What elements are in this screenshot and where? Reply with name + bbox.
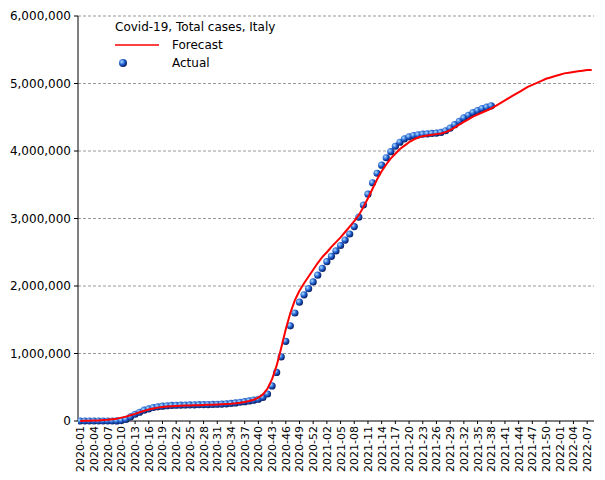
x-tick-label: 2020-40 — [252, 426, 265, 472]
x-tick-label: 2021-26 — [430, 426, 443, 472]
x-tick-label: 2020-28 — [198, 426, 211, 472]
x-tick-label: 2020-01 — [74, 426, 87, 472]
x-tick-label: 2022-07 — [581, 426, 594, 472]
x-tick-label: 2020-19 — [156, 426, 169, 472]
grid-line — [78, 151, 594, 152]
y-tick-label: 1,000,000 — [10, 347, 71, 361]
grid-line — [78, 353, 594, 354]
x-tick-label: 2021-50 — [540, 426, 553, 472]
x-tick-label: 2021-35 — [472, 426, 485, 472]
actual-point — [300, 291, 307, 298]
x-tick-label: 2021-08 — [348, 426, 361, 472]
x-tick-label: 2021-02 — [321, 426, 334, 472]
x-tick-label: 2020-52 — [307, 426, 320, 472]
actual-point — [346, 230, 353, 237]
legend-marker — [119, 59, 127, 67]
grid-line — [78, 83, 594, 84]
grid-line — [78, 218, 594, 219]
actual-point — [296, 299, 303, 306]
x-tick-label: 2021-05 — [335, 426, 348, 472]
actual-point — [310, 278, 317, 285]
x-tick-label: 2020-46 — [280, 426, 293, 472]
x-tick-label: 2021-14 — [376, 426, 389, 472]
actual-point — [305, 285, 312, 292]
x-tick-label: 2021-20 — [403, 426, 416, 472]
grid-line — [78, 16, 594, 17]
grid-line — [78, 286, 594, 287]
y-tick — [74, 83, 78, 84]
x-tick-label: 2020-10 — [115, 426, 128, 472]
y-tick-label: 5,000,000 — [10, 77, 71, 91]
chart: 0 1,000,000 2,000,000 3,000,000 4,000,000 5,0… — [0, 0, 605, 480]
y-tick-label: 0 — [63, 414, 71, 428]
x-tick-label: 2020-31 — [211, 426, 224, 472]
y-tick — [74, 421, 78, 422]
x-tick-label: 2020-07 — [102, 426, 115, 472]
x-tick-label: 2020-25 — [184, 426, 197, 472]
x-tick-label: 2022-04 — [567, 426, 580, 472]
x-tick-label: 2021-17 — [389, 426, 402, 472]
actual-point — [291, 309, 298, 316]
x-tick-label: 2021-29 — [444, 426, 457, 472]
actual-point — [314, 272, 321, 279]
x-tick-label: 2020-04 — [88, 426, 101, 472]
forecast-line — [80, 70, 591, 421]
y-tick — [74, 218, 78, 219]
actual-point — [319, 265, 326, 272]
legend-label: Forecast — [172, 38, 223, 52]
y-tick — [74, 151, 78, 152]
y-tick-label: 6,000,000 — [10, 9, 71, 23]
legend-label: Actual — [172, 56, 210, 70]
x-tick-label: 2020-22 — [170, 426, 183, 472]
x-tick-label: 2020-37 — [239, 426, 252, 472]
x-tick-label: 2021-11 — [362, 426, 375, 472]
x-tick-label: 2022-01 — [554, 426, 567, 472]
y-tick-label: 4,000,000 — [10, 144, 71, 158]
y-tick-label: 2,000,000 — [10, 279, 71, 293]
x-tick-label: 2020-49 — [293, 426, 306, 472]
x-tick-label: 2020-34 — [225, 426, 238, 472]
x-tick-label: 2021-32 — [458, 426, 471, 472]
y-tick — [74, 16, 78, 17]
x-tick-label: 2021-47 — [526, 426, 539, 472]
x-tick-label: 2021-38 — [485, 426, 498, 472]
y-tick — [74, 286, 78, 287]
x-tick-label: 2020-16 — [143, 426, 156, 472]
legend: Covid-19, Total cases, Italy Forecast Actu… — [115, 20, 275, 70]
title: Covid-19, Total cases, Italy — [115, 20, 275, 34]
y-tick-label: 3,000,000 — [10, 212, 71, 226]
x-tick-label: 2020-13 — [129, 426, 142, 472]
x-tick-label: 2021-41 — [499, 426, 512, 472]
x-tick-label: 2020-43 — [266, 426, 279, 472]
x-tick-label: 2021-23 — [417, 426, 430, 472]
plot-marks — [78, 70, 592, 425]
legend-line — [115, 44, 159, 46]
y-axis — [78, 16, 79, 421]
x-axis — [78, 421, 594, 422]
y-tick — [74, 353, 78, 354]
x-tick-label: 2021-44 — [513, 426, 526, 472]
actual-point — [342, 237, 349, 244]
